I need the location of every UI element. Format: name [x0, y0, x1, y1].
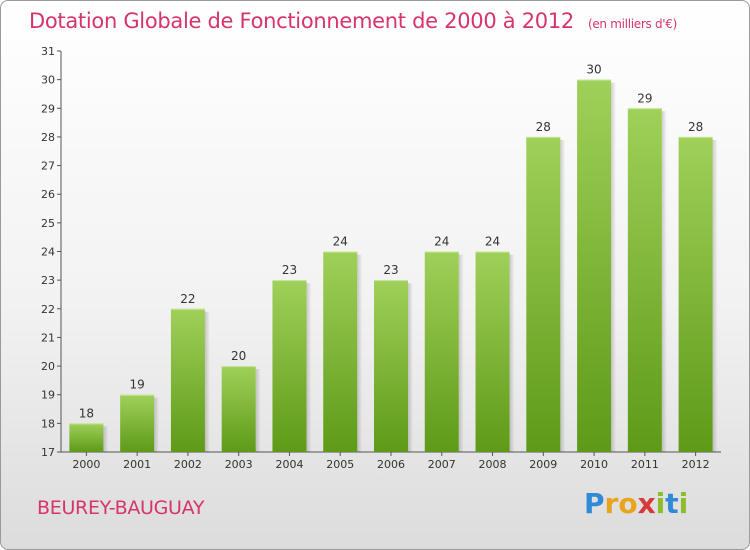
y-tick-label: 23 — [41, 274, 55, 287]
x-tick-label: 2008 — [479, 458, 507, 471]
bar — [678, 136, 713, 452]
x-tick-label: 2010 — [580, 458, 608, 471]
bar — [120, 394, 155, 452]
bar-value-label: 23 — [282, 263, 297, 277]
bar-value-label: 24 — [333, 235, 348, 249]
bars-group — [69, 79, 718, 453]
y-tick-label: 18 — [41, 417, 55, 430]
bar-value-label: 29 — [637, 91, 652, 105]
x-tick-label: 2002 — [174, 458, 202, 471]
y-tick-label: 24 — [41, 246, 55, 259]
commune-name: BEUREY-BAUGUAY — [37, 497, 205, 519]
bar — [374, 280, 408, 452]
bar-value-label: 22 — [180, 292, 195, 306]
bar-value-label: 23 — [383, 263, 398, 277]
y-tick-label: 30 — [41, 74, 55, 87]
y-tick-label: 19 — [41, 389, 55, 402]
logo-letter: r — [604, 487, 619, 520]
x-tick-label: 2005 — [326, 458, 354, 471]
logo-letter: P — [584, 487, 605, 520]
bar — [272, 280, 307, 452]
bar — [221, 366, 256, 452]
bar-shadow — [306, 283, 312, 452]
bar-value-label: 30 — [586, 63, 601, 77]
logo-letter: i — [655, 487, 666, 520]
y-tick-label: 26 — [41, 188, 55, 201]
ticks-group: 17 18 19 20 21 22 23 24 25 26 27 28 29 30 31 18 2000 19 20… — [41, 45, 710, 471]
bar — [526, 136, 561, 452]
bar-value-label: 20 — [231, 349, 246, 363]
x-tick-label: 2007 — [428, 458, 456, 471]
bar-value-label: 18 — [79, 406, 94, 420]
bar-value-label: 19 — [130, 378, 145, 392]
bar-shadow — [357, 254, 363, 452]
bar-shadow — [255, 369, 261, 452]
bar-shadow — [204, 311, 210, 452]
y-tick-label: 17 — [41, 446, 55, 459]
bar-shadow — [661, 111, 667, 453]
bar — [323, 251, 358, 452]
x-tick-label: 2009 — [529, 458, 557, 471]
bar-shadow — [712, 139, 718, 452]
bar-shadow — [611, 82, 617, 453]
y-tick-label: 25 — [41, 217, 55, 230]
bar — [170, 308, 205, 452]
y-tick-label: 20 — [41, 360, 55, 373]
logo-letter: o — [618, 487, 638, 520]
chart-title: Dotation Globale de Fonctionnement de 20… — [29, 9, 677, 33]
x-tick-label: 2003 — [225, 458, 253, 471]
bar-shadow — [103, 426, 109, 452]
bar — [627, 108, 662, 453]
bar-value-label: 28 — [688, 120, 703, 134]
bar — [475, 251, 510, 452]
bar-value-label: 28 — [536, 120, 551, 134]
y-tick-label: 31 — [41, 45, 55, 58]
chart-title-text: Dotation Globale de Fonctionnement de 20… — [29, 9, 574, 33]
y-tick-label: 21 — [41, 331, 55, 344]
x-tick-label: 2012 — [682, 458, 710, 471]
proxiti-logo: Proxiti — [584, 487, 688, 520]
bar-shadow — [458, 254, 464, 452]
x-tick-label: 2006 — [377, 458, 405, 471]
y-tick-label: 22 — [41, 303, 55, 316]
y-tick-label: 29 — [41, 102, 55, 115]
bar — [424, 251, 459, 452]
bar-value-label: 24 — [434, 235, 449, 249]
y-tick-label: 28 — [41, 131, 55, 144]
y-tick-label: 27 — [41, 160, 55, 173]
bar-shadow — [509, 254, 515, 452]
bar-shadow — [408, 283, 413, 452]
bar-shadow — [560, 139, 566, 452]
logo-letter: i — [678, 487, 689, 520]
logo-letter: t — [665, 487, 679, 520]
x-tick-label: 2011 — [631, 458, 659, 471]
x-tick-label: 2000 — [72, 458, 100, 471]
x-tick-label: 2001 — [123, 458, 151, 471]
bar — [577, 79, 612, 453]
bar — [69, 423, 104, 452]
bar-value-label: 24 — [485, 235, 500, 249]
logo-letter: x — [637, 487, 656, 520]
chart-unit: (en milliers d'€) — [587, 17, 677, 31]
x-tick-label: 2004 — [275, 458, 303, 471]
bar-shadow — [154, 397, 160, 452]
